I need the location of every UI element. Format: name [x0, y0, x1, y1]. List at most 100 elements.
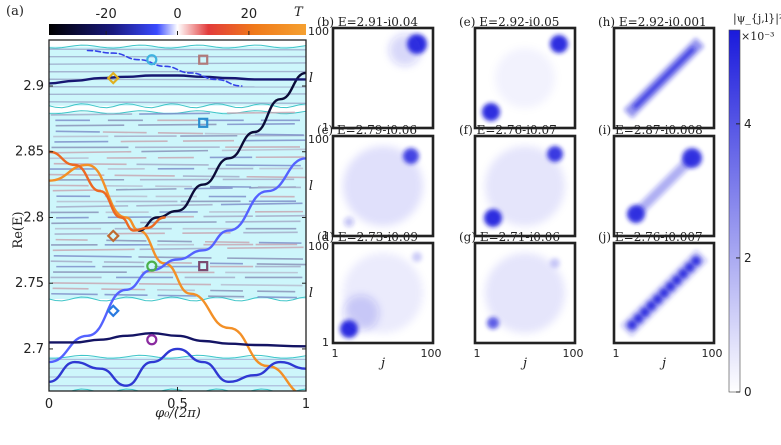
- series-line: [49, 150, 166, 232]
- bulk-mode-line: [51, 292, 98, 296]
- bulk-mode-line: [49, 62, 306, 65]
- bulk-mode-line: [139, 112, 210, 115]
- bulk-mode-line: [52, 189, 101, 192]
- j-tick-label: 1: [474, 347, 481, 360]
- bulk-mode-line: [157, 288, 195, 292]
- l-tick-label: 100: [308, 25, 329, 38]
- heatmap-title: (j) E=2.76-i0.007: [598, 230, 703, 244]
- bulk-mode-line: [220, 283, 303, 287]
- bulk-mode-line: [115, 188, 177, 191]
- bulk-mode-line: [208, 295, 245, 298]
- bulk-mode-line: [258, 241, 302, 244]
- j-axis-label: j: [520, 356, 527, 371]
- bulk-mode-line: [56, 205, 129, 208]
- x-tick-label: 0.5: [167, 397, 188, 412]
- t-colorbar-tick-label: -20: [95, 7, 116, 22]
- series-line: [49, 157, 306, 364]
- marker-c: [198, 117, 209, 128]
- series-line: [86, 49, 243, 87]
- bulk-mode-line: [55, 124, 125, 127]
- bulk-mode-line: [204, 132, 247, 136]
- l-tick-label: 1: [322, 121, 329, 134]
- bulk-mode-line: [157, 132, 204, 135]
- heatmap-frame: [473, 134, 577, 238]
- bulk-mode-line: [53, 162, 127, 166]
- heatmap-panel-e: (e) E=2.92-i0.05: [459, 15, 577, 130]
- marker-i: [146, 260, 158, 272]
- heatmap-title: (f) E=2.76-i0.07: [459, 123, 557, 137]
- bulk-mode-line: [51, 221, 128, 225]
- bulk-mode-line: [256, 263, 306, 266]
- x-axis-label: φ₀/(2π): [155, 406, 201, 421]
- bulk-mode-line: [103, 261, 145, 264]
- heatmap-frame: [612, 26, 716, 130]
- bulk-mode-line: [221, 148, 306, 152]
- l-tick-label: 100: [308, 240, 329, 253]
- bulk-mode-line: [104, 293, 148, 297]
- j-tick-label: 1: [332, 347, 339, 360]
- marker-f: [106, 229, 120, 243]
- bulk-mode-line: [226, 111, 295, 114]
- j-tick-label: 100: [421, 347, 442, 360]
- panel-a-label: (a): [6, 4, 24, 19]
- bulk-mode-line: [49, 173, 105, 176]
- bulk-mode-line: [227, 123, 295, 126]
- heatmap-title: (c) E=2.79-i0.06: [317, 123, 417, 137]
- y-tick-label: 2.9: [23, 79, 44, 94]
- heatmap-panel-i: (i) E=2.87-i0.008: [598, 123, 716, 238]
- panel-a: (a) -20 0 20 T 2.7 2.75 2.8 2.85 2.9 0 0.5 1 Re(E…: [6, 4, 310, 421]
- psi-colorbar-scale: ×10⁻³: [741, 30, 774, 43]
- heatmap-title: (d) E=2.73-i0.09: [317, 230, 418, 244]
- psi-colorbar-tick-label: 0: [744, 385, 752, 399]
- l-tick-label: 1: [322, 229, 329, 242]
- bulk-mode-line: [227, 246, 304, 250]
- marker-b: [146, 54, 158, 66]
- bulk-mode-line: [225, 164, 301, 167]
- heatmap-title: (h) E=2.92-i0.001: [598, 15, 707, 29]
- bulk-mode-line: [141, 149, 209, 153]
- t-colorbar-tick-label: 0: [173, 7, 181, 22]
- j-tick-label: 100: [563, 347, 584, 360]
- bulk-mode-line: [55, 130, 100, 133]
- bulk-mode-line: [138, 283, 211, 286]
- psi-colorbar-tick-label: 2: [744, 251, 752, 265]
- heatmap-frame: [331, 134, 435, 238]
- t-colorbar-tick-label: 20: [241, 7, 258, 22]
- heatmap-title: (g) E=2.71-i0.06: [459, 230, 560, 244]
- marker-j: [146, 334, 158, 346]
- marker-e: [198, 54, 209, 65]
- series-line: [49, 347, 306, 387]
- j-axis-label: j: [659, 356, 666, 371]
- bulk-mode-line: [138, 123, 217, 126]
- bulk-mode-line: [52, 282, 131, 285]
- l-axis-label: l: [309, 71, 313, 86]
- bulk-mode-line: [52, 248, 135, 252]
- band-edge: [49, 44, 306, 49]
- bulk-mode-line: [138, 256, 212, 259]
- t-colorbar-label: T: [294, 5, 304, 20]
- y-tick-label: 2.8: [23, 210, 44, 225]
- bulk-mode-line: [246, 175, 306, 179]
- marker-g: [106, 304, 120, 318]
- marker-d: [198, 261, 209, 272]
- bulk-mode-line: [227, 257, 303, 260]
- x-tick-label: 1: [302, 397, 310, 412]
- y-axis-label: Re(E): [11, 211, 26, 248]
- bulk-mode-line: [49, 48, 306, 51]
- bulk-mode-line: [139, 247, 209, 251]
- bulk-mode-line: [102, 131, 147, 134]
- t-colorbar: [49, 24, 306, 35]
- marker-h: [106, 71, 120, 85]
- bulk-mode-line: [136, 203, 213, 207]
- bulk-mode-line: [220, 202, 303, 206]
- l-axis-label: l: [309, 286, 313, 301]
- heatmap-title: (b) E=2.91-i0.04: [317, 15, 418, 29]
- heatmap-frame: [612, 241, 716, 345]
- bulk-mode-line: [50, 113, 133, 116]
- j-tick-label: 100: [702, 347, 723, 360]
- bulk-mode-line: [184, 187, 233, 190]
- bulk-mode-line: [140, 221, 217, 224]
